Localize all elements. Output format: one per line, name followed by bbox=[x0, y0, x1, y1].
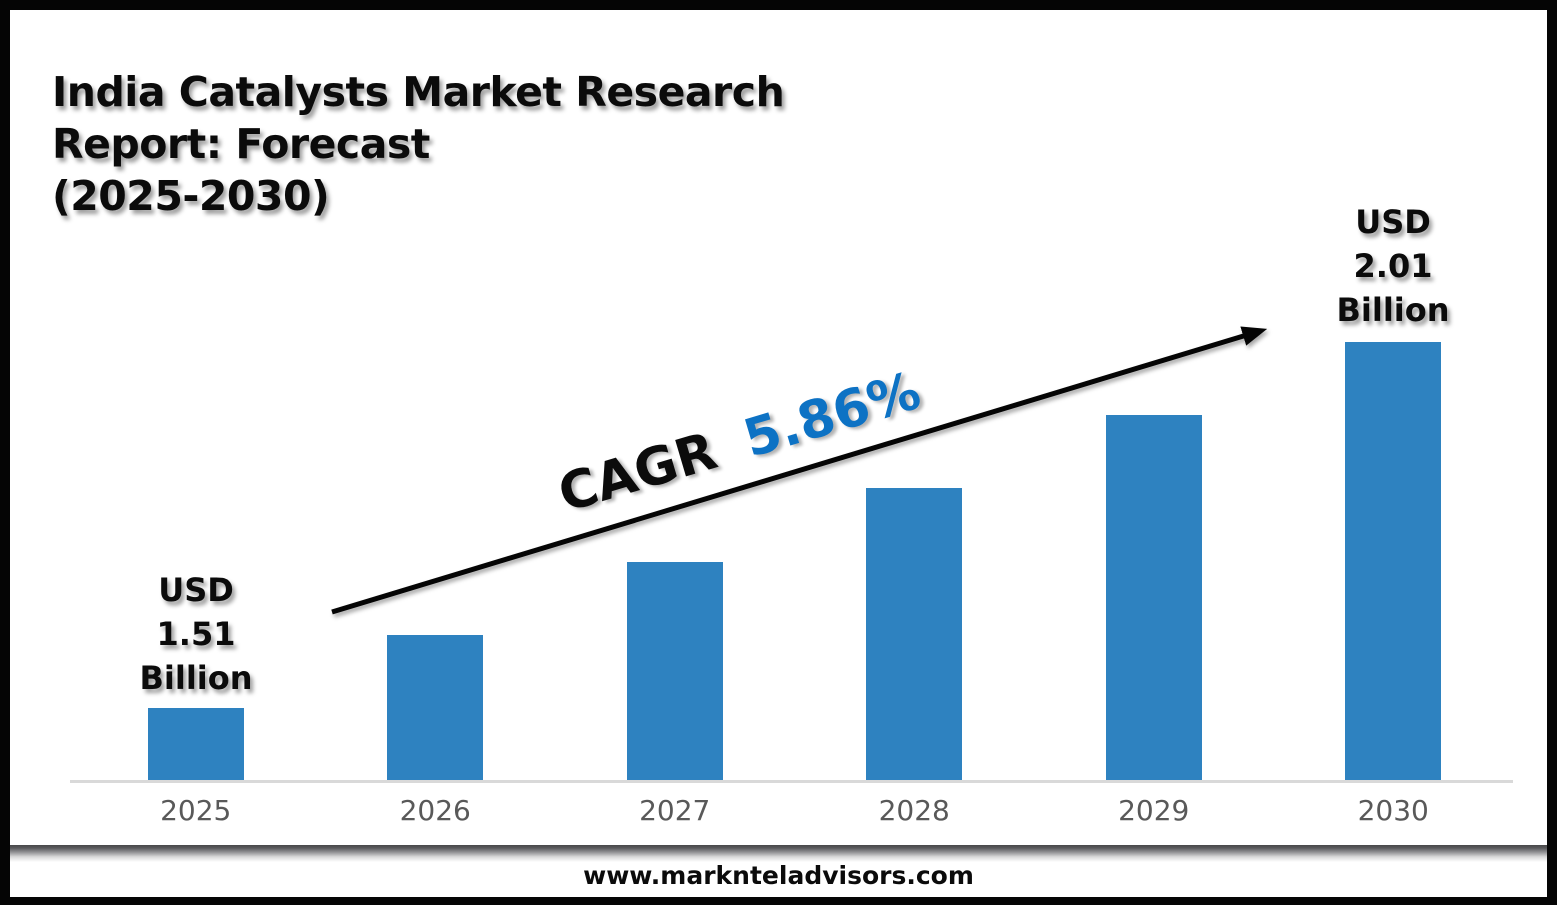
x-axis-label-2029: 2029 bbox=[1118, 794, 1190, 827]
value-label-2025: USD 1.51 Billion bbox=[139, 571, 253, 697]
value-label-2030: USD 2.01 Billion bbox=[1336, 203, 1450, 329]
x-axis-label-2028: 2028 bbox=[878, 794, 950, 827]
chart-title-line-3: (2025-2030) bbox=[52, 172, 330, 220]
x-axis-label-2026: 2026 bbox=[399, 794, 471, 827]
bar-2026 bbox=[387, 634, 484, 781]
x-axis-line bbox=[70, 780, 1513, 783]
x-axis-label-2027: 2027 bbox=[639, 794, 711, 827]
x-axis-labels: 2025 2026 2027 2028 2029 2030 bbox=[76, 794, 1513, 827]
bar-slot-2026 bbox=[316, 342, 556, 781]
chart-title-line-1: India Catalysts Market Research bbox=[52, 68, 785, 116]
bar-slot-2030 bbox=[1274, 342, 1514, 781]
chart-title-line-2: Report: Forecast bbox=[52, 120, 430, 168]
bar-2027 bbox=[626, 561, 723, 781]
bar-slot-2025 bbox=[76, 342, 316, 781]
chart-title: India Catalysts Market Research Report: … bbox=[52, 66, 785, 222]
footer-divider bbox=[10, 845, 1547, 862]
bar-2029 bbox=[1105, 415, 1202, 781]
bar-2028 bbox=[866, 488, 963, 781]
bar-2025 bbox=[147, 707, 244, 781]
x-axis-label-2025: 2025 bbox=[160, 794, 232, 827]
footer-website: www.marknteladvisors.com bbox=[583, 861, 974, 890]
bar-slot-2029 bbox=[1034, 342, 1274, 781]
x-axis-label-2030: 2030 bbox=[1357, 794, 1429, 827]
bar-2030 bbox=[1345, 342, 1442, 781]
